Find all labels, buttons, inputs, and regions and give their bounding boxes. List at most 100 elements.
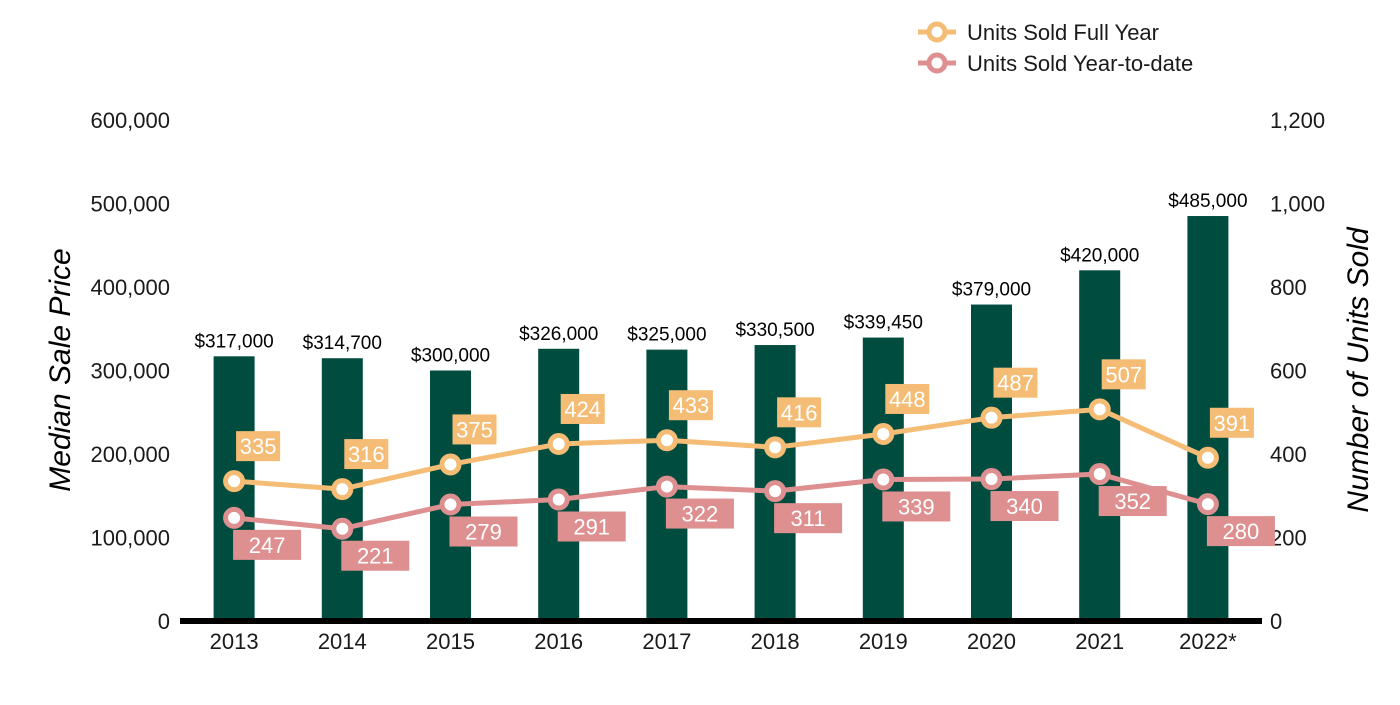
- series-point: [872, 422, 895, 445]
- series-value-label: 433: [668, 390, 713, 421]
- x-tick-label: 2015: [426, 629, 475, 654]
- series-point: [764, 480, 787, 503]
- y-left-tick-label: 200,000: [90, 442, 170, 467]
- series-point: [331, 517, 354, 540]
- x-tick-label: 2014: [318, 629, 367, 654]
- series-value-label-bg: [1209, 407, 1254, 438]
- bar-value-label: $379,000: [952, 280, 1031, 301]
- series-line-year-to-date: [233, 471, 1209, 532]
- series-value-label-bg: [341, 540, 410, 571]
- y-left-tick-label: 500,000: [90, 192, 170, 217]
- series-value-label-bg: [882, 491, 951, 522]
- series-value-label: 291: [557, 511, 626, 542]
- series-point: [439, 453, 462, 476]
- series-value-label: 339: [882, 491, 951, 522]
- series-point: [1088, 463, 1111, 486]
- y-right-tick-label: 1,000: [1270, 192, 1325, 217]
- series-value-label-bg: [233, 529, 302, 560]
- x-tick-label: 2018: [751, 629, 800, 654]
- series-point: [331, 478, 354, 501]
- series-value-label-text: 375: [456, 417, 493, 442]
- x-tick-label: 2021: [1075, 629, 1124, 654]
- y-left-tick-label: 0: [158, 609, 170, 634]
- series-value-label: 340: [990, 491, 1059, 522]
- series-value-label: 416: [777, 397, 822, 428]
- series-value-label-text: 433: [673, 393, 710, 418]
- legend-swatch-marker: [926, 52, 948, 74]
- bar-value-label: $339,450: [844, 313, 923, 334]
- series-value-label-text: 291: [573, 515, 610, 540]
- series-value-label-text: 424: [564, 397, 601, 422]
- series-value-label-bg: [236, 431, 281, 462]
- series-value-label: 391: [1209, 407, 1254, 438]
- legend-swatch-marker: [926, 21, 948, 43]
- series-point: [547, 432, 570, 455]
- y-left-tick-label: 100,000: [90, 526, 170, 551]
- series-point: [980, 406, 1003, 429]
- series-value-label: 279: [449, 516, 518, 547]
- x-tick-label: 2017: [642, 629, 691, 654]
- y-right-tick-label: 200: [1270, 526, 1307, 551]
- x-tick-label: 2013: [210, 629, 259, 654]
- series-value-label-bg: [990, 491, 1059, 522]
- y-axis-right-title: Number of Units Sold: [1342, 226, 1375, 512]
- legend-label: Units Sold Full Year: [967, 20, 1159, 45]
- series-point: [223, 470, 246, 493]
- x-tick-label: 2022*: [1179, 629, 1237, 654]
- series-value-label-bg: [774, 503, 843, 534]
- series-value-label-text: 247: [249, 533, 286, 558]
- series-value-label-text: 416: [781, 400, 818, 425]
- series-value-label-text: 487: [997, 371, 1034, 396]
- series-point: [980, 468, 1003, 491]
- series-value-label-text: 316: [348, 442, 385, 467]
- series-point: [655, 475, 678, 498]
- series-point: [1196, 493, 1219, 516]
- y-right-tick-label: 600: [1270, 359, 1307, 384]
- series-value-label-text: 340: [1006, 494, 1043, 519]
- x-tick-label: 2020: [967, 629, 1016, 654]
- series-point: [547, 488, 570, 511]
- series-value-label-bg: [1101, 359, 1146, 390]
- series-value-label-bg: [668, 390, 713, 421]
- series-value-label: 247: [233, 529, 302, 560]
- bar: [538, 348, 580, 621]
- series-value-label-bg: [1098, 486, 1167, 517]
- bar-value-label: $330,500: [735, 320, 814, 341]
- y-left-tick-label: 300,000: [90, 359, 170, 384]
- bar-value-label: $485,000: [1168, 191, 1247, 212]
- series-value-label-bg: [449, 516, 518, 547]
- series-value-label-bg: [777, 397, 822, 428]
- series-value-label: 507: [1101, 359, 1146, 390]
- series-value-label: 352: [1098, 486, 1167, 517]
- series-value-label: 487: [993, 367, 1038, 398]
- bar-value-label: $300,000: [411, 346, 490, 367]
- bar-value-label: $420,000: [1060, 245, 1139, 266]
- series-value-label: 375: [452, 414, 497, 445]
- series-value-label: 322: [665, 498, 734, 529]
- series-value-label-text: 507: [1105, 362, 1142, 387]
- series-value-label: 311: [774, 503, 843, 534]
- series-value-label-text: 391: [1214, 411, 1251, 436]
- series-value-label-bg: [344, 439, 389, 470]
- series-point: [1196, 446, 1219, 469]
- series-value-label-text: 279: [465, 520, 502, 545]
- bar: [971, 304, 1012, 621]
- series-point: [1088, 398, 1111, 421]
- series-value-label: 280: [1206, 516, 1275, 547]
- series-value-label-bg: [452, 414, 497, 445]
- series-value-label-text: 221: [357, 544, 394, 569]
- bar-value-label: $326,000: [519, 324, 598, 345]
- series-point: [764, 436, 787, 459]
- series-value-label: 335: [236, 431, 281, 462]
- bar-value-label: $325,000: [627, 325, 706, 346]
- series-value-label-bg: [1206, 516, 1275, 547]
- x-tick-label: 2016: [534, 629, 583, 654]
- series-value-label-text: 339: [898, 494, 935, 519]
- series-point: [655, 429, 678, 452]
- y-left-tick-label: 600,000: [90, 108, 170, 133]
- series-value-label-text: 352: [1114, 489, 1151, 514]
- y-right-tick-label: 800: [1270, 275, 1307, 300]
- series-value-label-bg: [560, 393, 605, 424]
- series-line-full-year: [233, 406, 1209, 492]
